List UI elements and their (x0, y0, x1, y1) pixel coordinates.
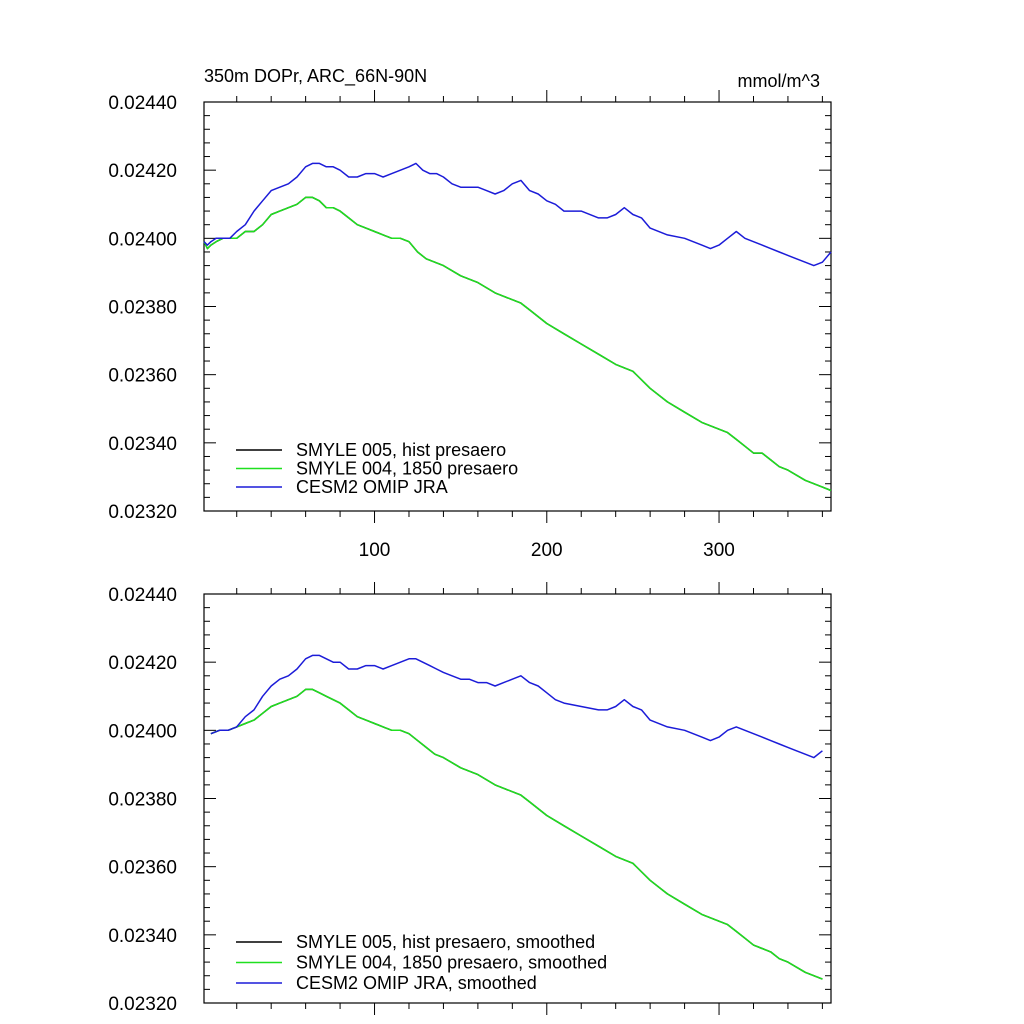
series-line (210, 654, 823, 759)
units-label: mmol/m^3 (738, 71, 820, 91)
legend-label: CESM2 OMIP JRA, smoothed (296, 973, 537, 993)
y-tick-label: 0.02360 (108, 858, 177, 879)
y-tick-label: 0.02320 (108, 994, 177, 1015)
legend-label: CESM2 OMIP JRA (296, 477, 448, 497)
x-tick-label: 200 (531, 540, 563, 561)
y-tick-label: 0.02340 (108, 434, 177, 455)
y-tick-label: 0.02440 (108, 93, 177, 114)
bottom-panel: 0.02320 0.02340 0.02360 0.02380 0.02400 0.024… (108, 582, 832, 1015)
series-line (203, 196, 832, 492)
series-line (203, 162, 832, 267)
y-tick-label: 0.02420 (108, 161, 177, 182)
legend-label: SMYLE 005, hist presaero, smoothed (296, 932, 595, 952)
y-tick-label: 0.02380 (108, 790, 177, 811)
legend-label: SMYLE 004, 1850 presaero, smoothed (296, 953, 607, 973)
y-tick-label: 0.02400 (108, 229, 177, 250)
legend-label: SMYLE 005, hist presaero (296, 440, 506, 460)
top-panel: 350m DOPr, ARC_66N-90N mmol/m^3 0.02320 0… (108, 66, 832, 561)
x-tick-label: 300 (703, 540, 735, 561)
y-tick-label: 0.02440 (108, 585, 177, 606)
y-tick-label: 0.02360 (108, 366, 177, 387)
y-tick-label: 0.02400 (108, 721, 177, 742)
y-tick-label: 0.02320 (108, 502, 177, 523)
legend-label: SMYLE 004, 1850 presaero (296, 459, 518, 479)
x-tick-label: 100 (359, 540, 391, 561)
y-tick-label: 0.02380 (108, 298, 177, 319)
y-tick-label: 0.02420 (108, 653, 177, 674)
chart-title: 350m DOPr, ARC_66N-90N (204, 66, 427, 87)
y-tick-label: 0.02340 (108, 926, 177, 947)
series-line (210, 688, 823, 980)
